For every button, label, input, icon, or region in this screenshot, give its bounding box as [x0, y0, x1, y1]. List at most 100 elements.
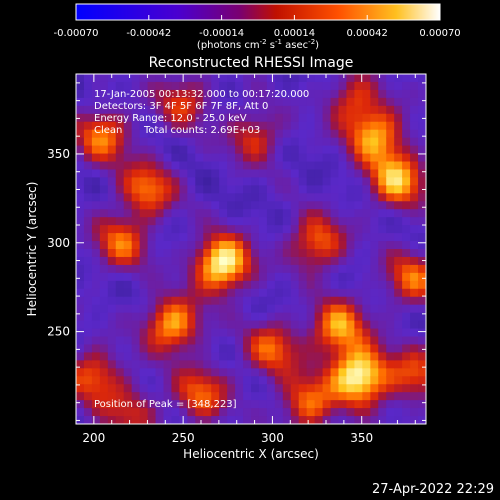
heatmap-cell	[147, 209, 157, 218]
heatmap-cell	[171, 384, 180, 393]
heatmap-cell	[115, 209, 125, 218]
heatmap-cell	[99, 272, 109, 282]
heatmap-cell	[211, 328, 220, 338]
heatmap-cell	[155, 328, 165, 338]
heatmap-cell	[91, 384, 101, 393]
heatmap-cell	[298, 368, 308, 377]
heatmap-cell	[362, 264, 371, 274]
heatmap-cell	[147, 312, 157, 322]
heatmap-cell	[219, 344, 228, 353]
heatmap-cell	[91, 177, 101, 186]
heatmap-cell	[274, 74, 284, 83]
heatmap-cell	[402, 217, 411, 226]
heatmap-cell	[306, 161, 316, 171]
heatmap-cell	[187, 296, 196, 306]
heatmap-cell	[187, 384, 196, 393]
heatmap-cell	[338, 193, 348, 202]
heatmap-cell	[386, 161, 395, 171]
heatmap-cell	[235, 177, 244, 186]
heatmap-cell	[314, 121, 324, 131]
heatmap-cell	[354, 161, 363, 171]
heatmap-cell	[410, 145, 419, 155]
heatmap-cell	[402, 193, 411, 202]
heatmap-cell	[203, 312, 212, 322]
heatmap-cell	[410, 400, 419, 409]
heatmap-cell	[235, 81, 244, 91]
heatmap-cell	[402, 272, 411, 282]
heatmap-cell	[418, 280, 426, 290]
heatmap-cell	[386, 320, 395, 330]
heatmap-cell	[147, 376, 157, 385]
heatmap-cell	[322, 217, 332, 226]
heatmap-cell	[115, 288, 125, 298]
heatmap-cell	[370, 169, 379, 178]
heatmap-cell	[378, 336, 387, 346]
heatmap-cell	[330, 408, 340, 417]
heatmap-cell	[306, 145, 316, 155]
heatmap-cell	[258, 233, 268, 242]
heatmap-cell	[171, 312, 180, 322]
heatmap-cell	[123, 177, 133, 186]
heatmap-cell	[195, 400, 204, 409]
heatmap-cell	[115, 384, 125, 393]
heatmap-cell	[394, 416, 403, 424]
heatmap-cell	[235, 304, 244, 314]
heatmap-cell	[83, 272, 93, 282]
heatmap-cell	[322, 105, 332, 115]
heatmap-cell	[386, 241, 395, 250]
heatmap-cell	[139, 352, 149, 361]
heatmap-cell	[91, 352, 101, 361]
heatmap-cell	[99, 336, 109, 346]
heatmap-cell	[155, 320, 165, 330]
heatmap-cell	[123, 193, 133, 202]
heatmap-cell	[195, 320, 204, 330]
heatmap-cell	[235, 137, 244, 147]
heatmap-cell	[378, 169, 387, 178]
heatmap-cell	[211, 264, 220, 274]
heatmap-cell	[195, 113, 204, 123]
heatmap-cell	[274, 137, 284, 147]
heatmap-cell	[258, 169, 268, 178]
heatmap-cell	[322, 304, 332, 314]
heatmap-cell	[171, 169, 180, 178]
heatmap-cell	[147, 81, 157, 91]
heatmap-cell	[91, 336, 101, 346]
heatmap-cell	[418, 384, 426, 393]
heatmap-cell	[99, 416, 109, 424]
heatmap-cell	[203, 169, 212, 178]
heatmap-cell	[187, 392, 196, 401]
heatmap-cell	[290, 288, 300, 298]
heatmap-cell	[155, 288, 165, 298]
heatmap-cell	[76, 241, 85, 250]
heatmap-cell	[274, 193, 284, 202]
heatmap-cell	[298, 312, 308, 322]
heatmap-cell	[99, 280, 109, 290]
heatmap-cell	[362, 233, 371, 242]
heatmap-cell	[314, 304, 324, 314]
heatmap-cell	[107, 392, 117, 401]
heatmap-cell	[91, 328, 101, 338]
heatmap-cell	[147, 153, 157, 163]
heatmap-cell	[266, 336, 276, 346]
heatmap-cell	[147, 233, 157, 242]
heatmap-cell	[386, 416, 395, 424]
heatmap-cell	[282, 328, 292, 338]
chart-title: Reconstructed RHESSI Image	[149, 55, 354, 71]
heatmap-cell	[171, 89, 180, 99]
heatmap-cell	[227, 408, 236, 417]
heatmap-cell	[346, 105, 355, 115]
heatmap-cell	[139, 312, 149, 322]
heatmap-cell	[386, 81, 395, 91]
heatmap-cell	[163, 256, 173, 266]
heatmap-cell	[83, 288, 93, 298]
heatmap-cell	[314, 129, 324, 139]
heatmap-cell	[179, 161, 188, 171]
heatmap-cell	[219, 264, 228, 274]
heatmap-cell	[402, 145, 411, 155]
heatmap-cell	[330, 89, 340, 99]
heatmap-cell	[354, 312, 363, 322]
heatmap-cell	[338, 233, 348, 242]
heatmap-cell	[139, 74, 149, 83]
heatmap-cell	[394, 177, 403, 186]
heatmap-cell	[227, 161, 236, 171]
